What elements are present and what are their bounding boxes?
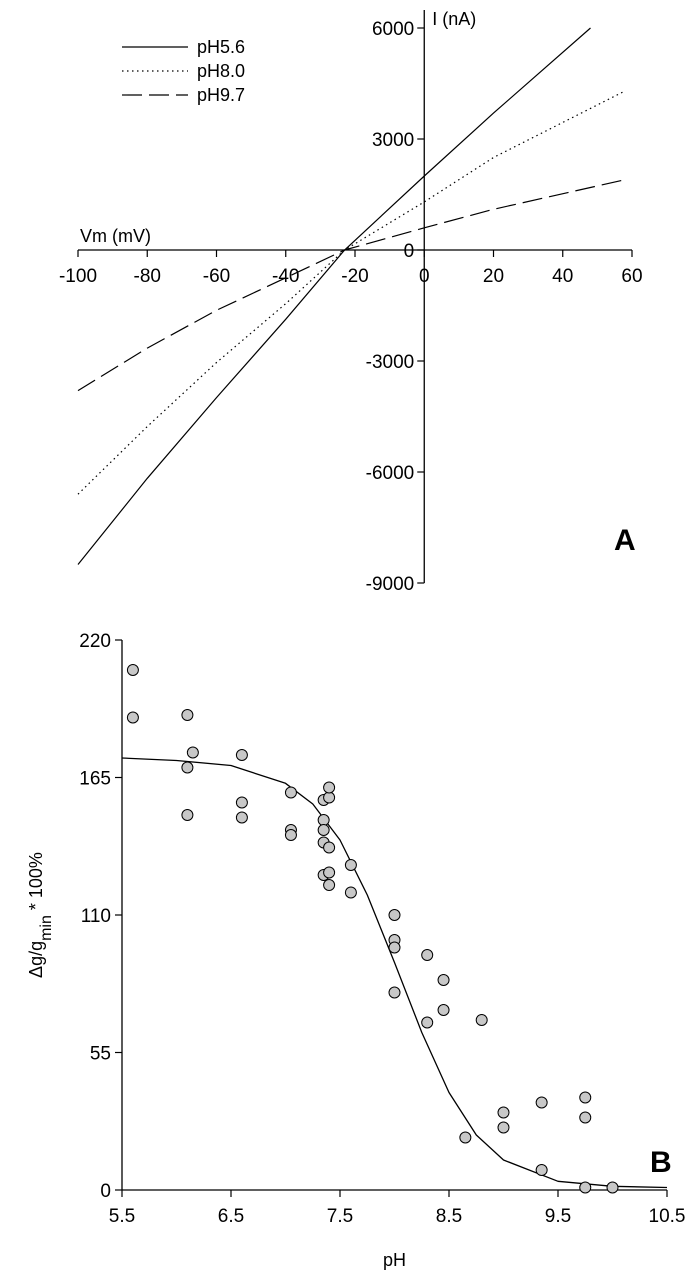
- y-tick-label: 0: [100, 1181, 111, 1202]
- data-point: [437, 974, 450, 986]
- data-point: [284, 829, 297, 841]
- y-axis-title-subscript: min: [38, 915, 55, 941]
- x-tick-label: -20: [341, 266, 368, 287]
- x-tick-label: -40: [272, 266, 299, 287]
- data-point: [181, 761, 194, 774]
- data-point: [579, 1181, 592, 1194]
- x-tick-label: 7.5: [327, 1206, 353, 1227]
- data-point: [181, 809, 194, 821]
- x-tick-label: 60: [621, 266, 642, 287]
- legend-label: pH8.0: [197, 61, 245, 81]
- data-point: [421, 1016, 434, 1029]
- data-point: [535, 1096, 548, 1109]
- y-tick-label: 6000: [372, 19, 414, 40]
- x-tick-label: 9.5: [545, 1206, 571, 1227]
- data-point: [323, 791, 336, 804]
- series-line-ph5-6: [77, 27, 591, 565]
- data-point: [323, 879, 336, 891]
- data-point: [186, 746, 199, 759]
- data-point: [323, 841, 336, 854]
- x-tick-label: 5.5: [109, 1206, 135, 1227]
- data-point: [497, 1121, 510, 1134]
- y-axis-title: Δg/gmin * 100%: [26, 852, 55, 978]
- data-point: [475, 1014, 488, 1026]
- data-point: [437, 1004, 450, 1016]
- data-point: [459, 1131, 472, 1144]
- data-point: [323, 781, 336, 794]
- panel-label-a: A: [614, 524, 636, 557]
- x-tick-label: 6.5: [218, 1206, 244, 1227]
- y-axis-title-main: Δg/g: [26, 941, 46, 978]
- data-point: [181, 709, 194, 721]
- y-tick-label: 110: [81, 906, 111, 927]
- y-tick-label: -3000: [366, 352, 415, 373]
- y-tick-label: 220: [79, 631, 111, 652]
- series-line-ph9-7: [77, 179, 626, 392]
- data-point: [579, 1091, 592, 1104]
- x-tick-label: 40: [552, 266, 573, 287]
- data-point: [284, 786, 297, 799]
- data-point: [235, 796, 248, 809]
- x-axis-title: Vm (mV): [80, 226, 151, 246]
- x-axis-title: pH: [383, 1250, 406, 1270]
- data-point: [344, 886, 357, 899]
- y-tick-label: 3000: [372, 130, 414, 151]
- data-point: [235, 811, 248, 824]
- x-tick-label: -80: [134, 266, 161, 287]
- panel-b-conductance-vs-ph: 5.5 6.5 7.5 8.5 9.5 10.5 0 55 110 165 220 pH Δg/gmin…: [26, 631, 685, 1270]
- data-point: [126, 664, 139, 676]
- data-point: [606, 1181, 619, 1194]
- series-line-ph8-0: [77, 90, 626, 495]
- y-tick-label: 165: [79, 769, 111, 790]
- x-tick-label: 20: [483, 266, 504, 287]
- data-point: [388, 909, 401, 921]
- data-point: [497, 1106, 510, 1119]
- legend-label: pH9.7: [197, 85, 245, 105]
- x-tick-label: -100: [59, 266, 97, 287]
- x-tick-label: 8.5: [436, 1206, 462, 1227]
- y-axis-title-suffix: * 100%: [26, 852, 46, 915]
- panel-label-b: B: [650, 1146, 672, 1179]
- data-point: [126, 711, 139, 724]
- y-tick-label: -9000: [366, 574, 415, 595]
- x-tick-label: 0: [419, 266, 430, 287]
- data-point: [317, 824, 330, 836]
- y-tick-label: -6000: [366, 463, 415, 484]
- y-tick-label: 55: [90, 1044, 111, 1065]
- data-point: [421, 949, 434, 961]
- x-tick-label: -60: [203, 266, 230, 287]
- data-point: [388, 941, 401, 954]
- data-point: [344, 859, 357, 871]
- legend-label: pH5.6: [197, 37, 245, 57]
- y-tick-label: 0: [404, 241, 415, 262]
- data-point: [235, 749, 248, 761]
- data-point: [317, 814, 330, 826]
- x-tick-label: 10.5: [649, 1206, 686, 1227]
- y-axis-title: I (nA): [432, 9, 476, 29]
- data-point: [579, 1111, 592, 1124]
- data-point: [535, 1164, 548, 1176]
- data-point: [388, 986, 401, 999]
- data-point: [323, 866, 336, 879]
- panel-a-iv-curves: -100 -80 -60 -40 -20 0 20 40 60 6000 3000 0 -3000 -60…: [59, 9, 643, 595]
